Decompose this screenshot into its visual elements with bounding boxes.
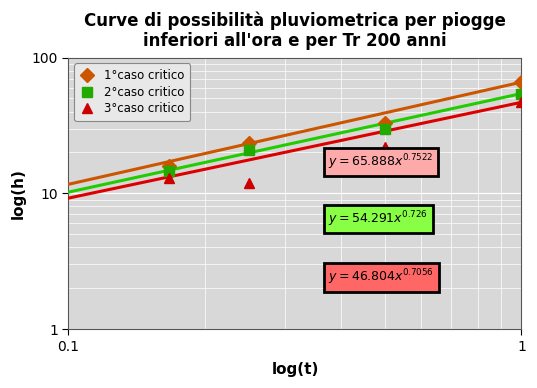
2°caso critico bbox=[518, 91, 525, 96]
3°caso critico bbox=[245, 180, 252, 185]
Line: 2°caso critico: 2°caso critico bbox=[164, 89, 526, 176]
1°caso critico bbox=[245, 140, 252, 145]
3°caso critico bbox=[382, 144, 388, 149]
3°caso critico bbox=[166, 175, 172, 180]
Text: $y = 46.804x^{0.7056}$: $y = 46.804x^{0.7056}$ bbox=[329, 268, 434, 287]
Y-axis label: log(h): log(h) bbox=[11, 168, 26, 219]
Text: $y = 54.291x^{0.726}$: $y = 54.291x^{0.726}$ bbox=[329, 209, 428, 229]
Line: 3°caso critico: 3°caso critico bbox=[164, 97, 526, 187]
2°caso critico bbox=[382, 126, 388, 131]
Legend: 1°caso critico, 2°caso critico, 3°caso critico: 1°caso critico, 2°caso critico, 3°caso c… bbox=[74, 63, 190, 121]
3°caso critico bbox=[518, 100, 525, 105]
Title: Curve di possibilità pluviometrica per piogge
inferiori all'ora e per Tr 200 ann: Curve di possibilità pluviometrica per p… bbox=[84, 11, 506, 50]
2°caso critico bbox=[245, 147, 252, 152]
Line: 1°caso critico: 1°caso critico bbox=[164, 77, 526, 170]
1°caso critico bbox=[382, 121, 388, 125]
1°caso critico bbox=[518, 80, 525, 85]
X-axis label: log(t): log(t) bbox=[271, 362, 318, 377]
1°caso critico bbox=[166, 163, 172, 168]
2°caso critico bbox=[166, 169, 172, 174]
Text: $y = 65.888x^{0.7522}$: $y = 65.888x^{0.7522}$ bbox=[329, 152, 434, 172]
